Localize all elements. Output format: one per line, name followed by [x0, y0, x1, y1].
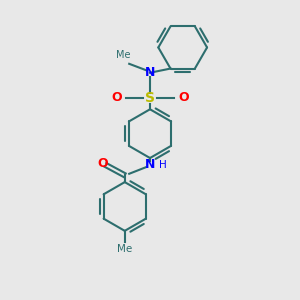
Text: Me: Me — [116, 50, 130, 60]
Text: N: N — [145, 158, 155, 171]
Text: O: O — [178, 92, 189, 104]
Text: H: H — [159, 160, 167, 170]
Text: N: N — [145, 66, 155, 79]
Text: O: O — [111, 92, 122, 104]
Text: O: O — [97, 157, 108, 170]
Text: Me: Me — [117, 244, 132, 254]
Text: S: S — [145, 91, 155, 105]
